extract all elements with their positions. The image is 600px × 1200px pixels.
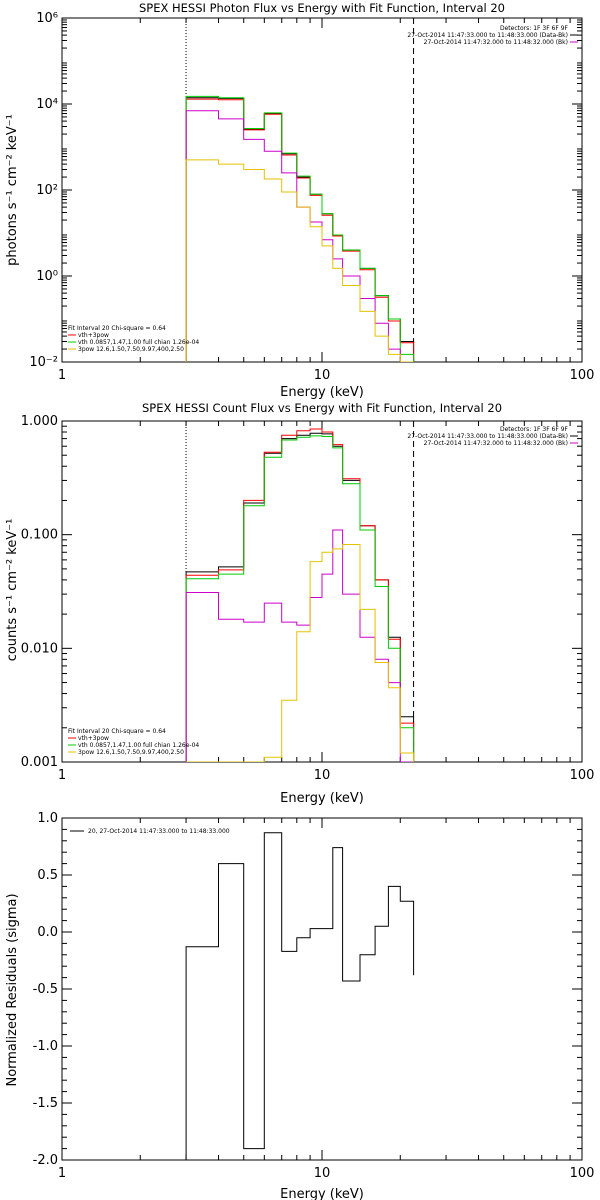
series-vth-line [185,110,414,362]
y-tick-label: 10² [36,183,58,198]
legend-top-text: 27-Oct-2014 11:47:33.000 to 11:48:33.000… [407,433,568,440]
y-tick-label: 1.000 [21,414,58,429]
x-tick-label: 10 [314,1166,331,1181]
series-3pow-line [185,159,414,362]
plot-frame [61,17,583,363]
chart-panel-2: SPEX HESSI Count Flux vs Energy with Fit… [5,401,594,806]
y-tick-label: 0.010 [21,641,58,656]
series-data-line [185,97,415,362]
chart-title: SPEX HESSI Count Flux vs Energy with Fit… [142,401,502,415]
y-tick-label: 10⁰ [36,269,58,284]
y-axis-label: counts s⁻¹ cm⁻² keV⁻¹ [5,519,20,662]
legend-top-text: 27-Oct-2014 11:47:32.000 to 11:48:32.000… [424,39,568,46]
series-data-line [185,432,415,762]
x-tick-label: 10 [314,368,331,383]
y-tick-label: -2.0 [33,1153,58,1168]
y-tick-label: -1.5 [33,1096,58,1111]
x-tick-label: 100 [570,768,595,783]
y-tick-label: 10⁻² [29,355,58,370]
legend-bottom-text: vth 0.0857,1.47,1.00 full chian 1.26e-04 [78,742,199,749]
legend-top-text: Detectors: 1F 3F 6F 9F [500,426,569,433]
legend-bottom-text: vth+3pow [78,735,109,742]
legend-bottom-text: vth 0.0857,1.47,1.00 full chian 1.26e-04 [78,339,199,346]
x-tick-label: 1 [58,368,66,383]
legend-top-text: 20, 27-Oct-2014 11:47:33.000 to 11:48:33… [88,828,230,835]
y-tick-label: -0.5 [33,982,58,997]
x-tick-label: 100 [570,368,595,383]
legend-top-text: 27-Oct-2014 11:47:33.000 to 11:48:33.000… [407,32,568,39]
legend-bottom-text: vth+3pow [78,332,109,339]
series-vth+3pow-line [185,435,415,762]
legend-bottom-text: Fit Interval 20 Chi-square = 0.64 [68,728,166,735]
legend-top-text: 27-Oct-2014 11:47:32.000 to 11:48:32.000… [424,440,568,447]
legend-bottom-text: 3pow 12.6,1.50,7.50,9.97,400,2.50 [78,346,184,353]
series-vth-line [185,529,414,762]
legend-bottom-text: 3pow 12.6,1.50,7.50,9.97,400,2.50 [78,749,184,756]
series-residuals-line [185,832,415,1160]
x-tick-label: 100 [570,1166,595,1181]
legend-bottom-text: Fit Interval 20 Chi-square = 0.64 [68,325,166,332]
chart-title: SPEX HESSI Photon Flux vs Energy with Fi… [139,1,505,15]
chart-panel-1: SPEX HESSI Photon Flux vs Energy with Fi… [5,1,594,400]
y-tick-label: 0.0 [37,925,58,940]
series-bk-line [185,428,415,762]
x-axis-label: Energy (keV) [280,385,364,400]
chart-panel-3: 1 10 100 1.0 0.5 0.0 -0.5 -1.0 -1.5 -2.0 Energy (k… [5,811,594,1200]
y-tick-label: 1.0 [37,811,58,826]
legend-top-text: Detectors: 1F 3F 6F 9F [500,25,569,32]
plot-frame [61,817,583,1161]
y-axis-label: photons s⁻¹ cm⁻² keV⁻¹ [5,114,20,266]
y-tick-label: -1.0 [33,1039,58,1054]
series-vth+3pow-line [185,95,415,362]
x-axis-label: Energy (keV) [280,1187,364,1200]
y-tick-label: 10⁴ [36,97,58,112]
x-tick-label: 10 [314,768,331,783]
y-axis-label: Normalized Residuals (sigma) [5,893,20,1086]
series-bk-line [185,98,415,362]
y-tick-label: 10⁶ [36,11,58,26]
x-axis-label: Energy (keV) [280,791,364,806]
y-tick-label: 0.001 [21,755,58,770]
x-tick-label: 1 [58,1166,66,1181]
x-tick-label: 1 [58,768,66,783]
y-tick-label: 0.100 [21,528,58,543]
y-tick-label: 0.5 [37,868,58,883]
series-3pow-line [186,544,415,762]
